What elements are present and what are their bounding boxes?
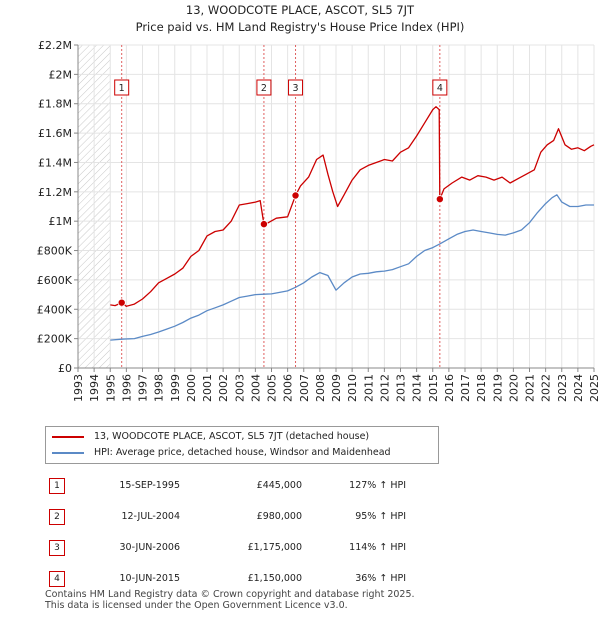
y-tick-label: £1.2M <box>38 186 72 199</box>
y-tick-label: £0 <box>58 362 72 375</box>
x-tick-label: 2017 <box>459 374 472 402</box>
property-series-line <box>110 106 595 307</box>
sale-point <box>435 195 444 204</box>
transaction-hpi-change: 114% ↑ HPI <box>349 542 406 553</box>
transaction-number-cell: 3 <box>38 532 76 563</box>
price-chart: 1 2 3 4 £0 £200K £400K £600K £800K £1M £1.2M £1.4M… <box>37 39 600 402</box>
y-tick-label: £1M <box>49 215 73 228</box>
footer: Contains HM Land Registry data © Crown c… <box>45 589 415 611</box>
x-tick-label: 2005 <box>266 374 279 402</box>
x-tick-label: 2018 <box>475 374 488 402</box>
transaction-price: £1,175,000 <box>247 542 302 553</box>
transaction-number: 3 <box>49 539 65 556</box>
x-tick-label: 2025 <box>588 374 600 402</box>
transaction-price: £980,000 <box>256 511 302 522</box>
transaction-hpi-change: 127% ↑ HPI <box>349 480 406 491</box>
x-tick-label: 2011 <box>362 374 375 402</box>
sale-number-label: 4 <box>437 83 443 94</box>
sale-point <box>259 220 268 229</box>
transaction-number-cell: 1 <box>38 470 76 501</box>
y-tick-label: £1.6M <box>38 127 72 140</box>
x-tick-label: 2023 <box>556 374 569 402</box>
sale-point <box>291 191 300 200</box>
y-tick-label: £2M <box>49 68 73 81</box>
transaction-date: 15-SEP-1995 <box>119 480 180 491</box>
footer-line-1: Contains HM Land Registry data © Crown c… <box>45 589 415 600</box>
transaction-number: 1 <box>49 477 65 494</box>
transaction-row: 3 30-JUN-2006 £1,175,000 114% ↑ HPI <box>38 532 406 563</box>
transaction-number: 2 <box>49 508 65 525</box>
legend: 13, WOODCOTE PLACE, ASCOT, SL5 7JT (deta… <box>45 426 439 464</box>
legend-item-property: 13, WOODCOTE PLACE, ASCOT, SL5 7JT (deta… <box>52 429 369 445</box>
sale-point <box>117 298 126 307</box>
sale-number-label: 3 <box>293 83 299 94</box>
chart-title-block: 13, WOODCOTE PLACE, ASCOT, SL5 7JT Price… <box>0 2 600 36</box>
transactions-table: 1 15-SEP-1995 £445,000 127% ↑ HPI 2 12-JUL-20… <box>38 470 406 594</box>
x-tick-label: 2010 <box>346 374 359 402</box>
transaction-row: 1 15-SEP-1995 £445,000 127% ↑ HPI <box>38 470 406 501</box>
transaction-number: 4 <box>49 570 65 587</box>
x-tick-label: 2008 <box>314 374 327 402</box>
x-tick-label: 2021 <box>524 374 537 402</box>
x-tick-label: 2012 <box>378 374 391 402</box>
y-tick-label: £1.4M <box>38 156 72 169</box>
x-tick-label: 1996 <box>120 374 133 402</box>
legend-label-property: 13, WOODCOTE PLACE, ASCOT, SL5 7JT (deta… <box>94 431 370 442</box>
transaction-number-cell: 2 <box>38 501 76 532</box>
x-tick-label: 2003 <box>233 374 246 402</box>
chart-subtitle: Price paid vs. HM Land Registry's House … <box>135 20 465 34</box>
legend-label-hpi: HPI: Average price, detached house, Wind… <box>94 447 391 458</box>
y-tick-label: £400K <box>37 303 73 316</box>
x-tick-label: 1994 <box>88 374 101 402</box>
x-tick-label: 2024 <box>572 374 585 402</box>
legend-swatch-blue <box>52 451 84 454</box>
transaction-row: 2 12-JUL-2004 £980,000 95% ↑ HPI <box>38 501 406 532</box>
transaction-date: 30-JUN-2006 <box>119 542 180 553</box>
x-tick-label: 2015 <box>427 374 440 402</box>
x-tick-label: 2002 <box>217 374 230 402</box>
transaction-date: 12-JUL-2004 <box>121 511 180 522</box>
x-tick-label: 2004 <box>249 374 262 402</box>
x-tick-label: 2020 <box>507 374 520 402</box>
hpi-series-line <box>110 194 594 341</box>
x-tick-label: 2014 <box>411 374 424 402</box>
x-tick-label: 2007 <box>298 374 311 402</box>
x-tick-label: 2001 <box>201 374 214 402</box>
transaction-row: 4 10-JUN-2015 £1,150,000 36% ↑ HPI <box>38 563 406 594</box>
sale-number-box <box>432 79 448 96</box>
transaction-date: 10-JUN-2015 <box>119 573 180 584</box>
footer-line-2: This data is licensed under the Open Gov… <box>45 600 348 611</box>
x-tick-label: 2016 <box>443 374 456 402</box>
x-tick-label: 1999 <box>169 374 182 402</box>
legend-item-hpi: HPI: Average price, detached house, Wind… <box>52 445 391 461</box>
transaction-hpi-change: 95% ↑ HPI <box>355 511 406 522</box>
x-tick-label: 1998 <box>153 374 166 402</box>
y-tick-label: £2.2M <box>38 39 72 52</box>
y-tick-label: £1.8M <box>38 98 72 111</box>
x-tick-label: 1997 <box>137 374 150 402</box>
x-tick-label: 2013 <box>395 374 408 402</box>
x-tick-label: 2019 <box>491 374 504 402</box>
legend-swatch-red <box>52 435 84 438</box>
transaction-number-cell: 4 <box>38 563 76 594</box>
x-tick-label: 1993 <box>72 374 85 402</box>
x-tick-label: 2022 <box>540 374 553 402</box>
transaction-hpi-change: 36% ↑ HPI <box>355 573 406 584</box>
sale-number-label: 1 <box>119 83 125 94</box>
x-tick-label: 2009 <box>330 374 343 402</box>
x-tick-label: 1995 <box>104 374 117 402</box>
transaction-price: £445,000 <box>256 480 302 491</box>
sale-number-label: 2 <box>261 83 267 94</box>
y-tick-label: £200K <box>37 333 73 346</box>
sale-number-box <box>288 79 304 96</box>
chart-title: 13, WOODCOTE PLACE, ASCOT, SL5 7JT <box>185 3 415 17</box>
x-tick-label: 2000 <box>185 374 198 402</box>
sale-number-box <box>114 79 130 96</box>
transaction-price: £1,150,000 <box>247 573 302 584</box>
x-tick-label: 2006 <box>282 374 295 402</box>
y-tick-label: £600K <box>37 274 73 287</box>
y-tick-label: £800K <box>37 245 73 258</box>
sale-number-box <box>256 79 272 96</box>
